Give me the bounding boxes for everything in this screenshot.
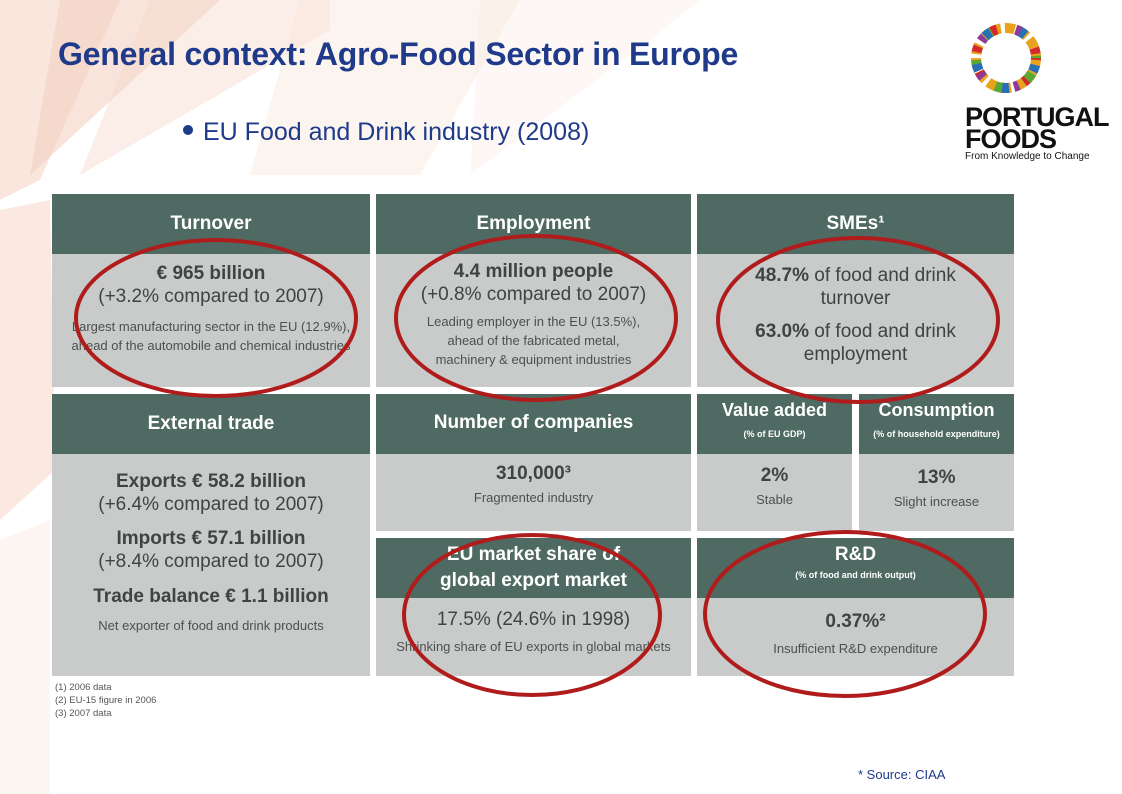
consumption-panel: Consumption (% of household expenditure)… [859,394,1014,531]
logo-wordmark: PORTUGAL FOODS [965,102,1109,154]
turnover-note: Largest manufacturing sector in the EU (… [71,319,351,353]
footnotes: (1) 2006 data (2) EU-15 figure in 2006 (… [55,681,156,720]
turnover-change: (+3.2% compared to 2007) [98,286,324,307]
footnote-1: (1) 2006 data [55,682,112,693]
footnote-3: (3) 2007 data [55,708,112,719]
companies-value: 310,000³ [495,463,571,484]
market-share-note: Shrinking share of EU exports in global … [396,639,671,654]
smes-stat-turnover: 48.7% of food and drink turnover [755,265,956,309]
external-trade-panel: External trade Exports € 58.2 billion (+… [52,394,370,676]
rd-note: Insufficient R&D expenditure [773,641,938,656]
consumption-header: Consumption (% of household expenditure) [859,394,1014,454]
rd-panel: R&D (% of food and drink output) 0.37%² … [697,538,1014,676]
rd-header: R&D (% of food and drink output) [697,538,1014,598]
external-trade-note: Net exporter of food and drink products [98,618,324,633]
imports-change: (+8.4% compared to 2007) [98,551,324,572]
trade-balance: Trade balance € 1.1 billion [93,586,329,607]
market-share-panel: EU market share of global export market … [376,538,691,676]
logo-tagline: From Knowledge to Change [965,151,1090,162]
rd-subheader: (% of food and drink output) [795,570,916,580]
turnover-header: Turnover [52,194,370,254]
logo-ring-icon [971,23,1041,93]
consumption-value: 13% [917,467,956,488]
rd-value: 0.37%² [825,611,886,632]
footnote-2: (2) EU-15 figure in 2006 [55,695,157,706]
value-added-header: Value added (% of EU GDP) [697,394,852,454]
exports-value: Exports € 58.2 billion [115,471,307,492]
employment-panel: Employment 4.4 million people (+0.8% com… [376,194,691,387]
market-share-value: 17.5% (24.6% in 1998) [436,609,631,630]
consumption-note: Slight increase [893,494,980,509]
employment-header: Employment [376,194,691,254]
smes-stat-employment: 63.0% of food and drink employment [755,321,956,365]
turnover-value: € 965 billion [156,263,266,284]
value-added-panel: Value added (% of EU GDP) 2% Stable [697,394,852,531]
bullet-item: EU Food and Drink industry (2008) [183,118,589,147]
value-added-subheader: (% of EU GDP) [743,429,806,439]
smes-panel: SMEs¹ 48.7% of food and drink turnover 6… [697,194,1014,387]
page-title: General context: Agro-Food Sector in Eur… [58,36,739,72]
turnover-panel: Turnover € 965 billion (+3.2% compared t… [52,194,370,387]
source-note: * Source: CIAA [858,767,946,782]
companies-header: Number of companies [376,394,691,454]
exports-change: (+6.4% compared to 2007) [98,494,324,515]
external-trade-header: External trade [52,394,370,454]
smes-header: SMEs¹ [697,194,1014,254]
employment-change: (+0.8% compared to 2007) [420,284,647,305]
market-share-header: EU market share of global export market [376,538,691,598]
consumption-subheader: (% of household expenditure) [873,429,1000,439]
companies-note: Fragmented industry [473,490,594,505]
companies-panel: Number of companies 310,000³ Fragmented … [376,394,691,531]
portugal-foods-logo: PORTUGAL FOODS From Knowledge to Change [960,18,1109,168]
bullet-text: EU Food and Drink industry (2008) [203,118,590,146]
imports-value: Imports € 57.1 billion [116,528,306,549]
employment-value: 4.4 million people [453,261,614,282]
bullet-dot-icon [183,125,193,136]
infographic: Turnover € 965 billion (+3.2% compared t… [52,194,1014,684]
employment-note: Leading employer in the EU (13.5%), ahea… [426,314,641,367]
value-added-note: Stable [756,492,793,507]
value-added-value: 2% [760,465,789,486]
